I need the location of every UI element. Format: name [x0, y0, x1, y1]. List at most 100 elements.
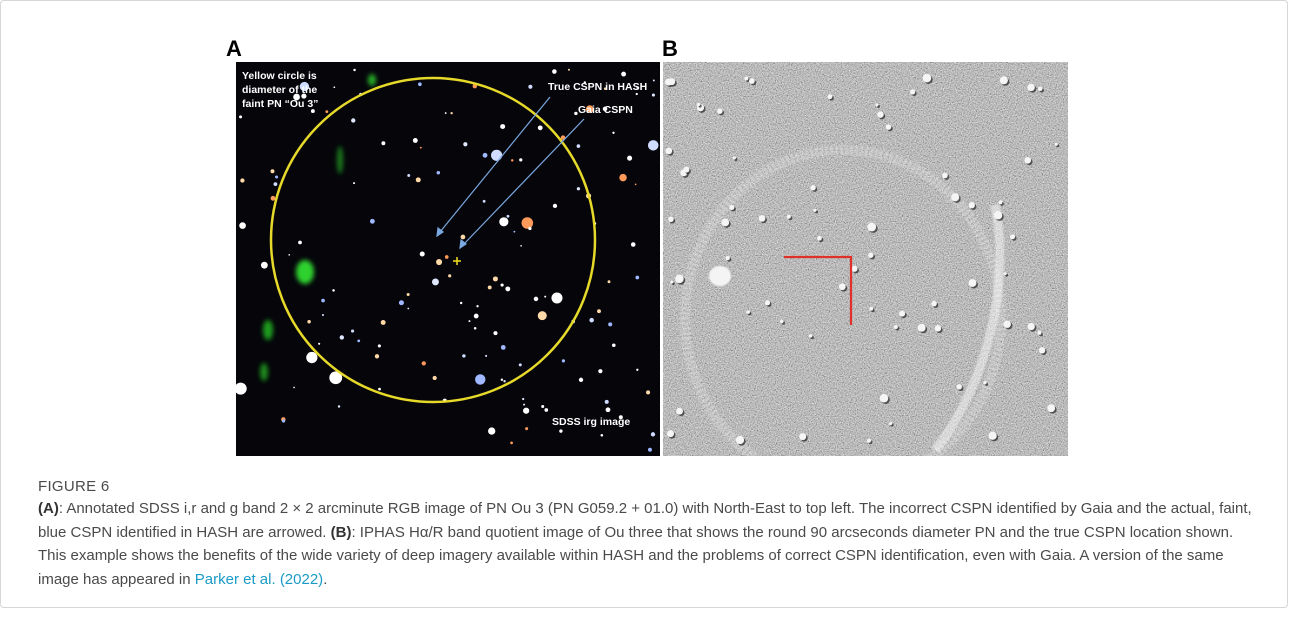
star	[493, 276, 498, 281]
star	[437, 171, 440, 174]
star	[817, 236, 822, 241]
annotation: True CSPN in HASH	[548, 81, 647, 93]
star	[568, 69, 570, 71]
star	[511, 159, 513, 161]
panel-a-image: Yellow circle is diameter of the faint P…	[235, 62, 660, 456]
star	[799, 433, 806, 440]
star	[420, 251, 425, 256]
star	[275, 175, 278, 178]
star	[519, 158, 522, 161]
star	[608, 280, 611, 283]
star	[522, 398, 524, 400]
star	[651, 432, 655, 436]
annotation: diameter of the	[242, 84, 317, 96]
star	[261, 262, 268, 269]
star	[399, 300, 404, 305]
star	[809, 334, 813, 338]
star	[273, 182, 277, 186]
star	[510, 442, 513, 445]
star	[969, 202, 975, 208]
annotation: Gaia CSPN	[578, 104, 633, 116]
star	[994, 211, 1002, 219]
star	[370, 219, 375, 224]
star	[416, 177, 421, 182]
star	[513, 231, 515, 233]
star	[627, 156, 632, 161]
star	[942, 173, 948, 179]
star	[670, 281, 673, 284]
star	[787, 215, 791, 219]
star	[271, 196, 276, 201]
star	[475, 374, 485, 384]
star	[733, 156, 736, 159]
star	[605, 400, 609, 404]
star	[235, 383, 247, 395]
star	[407, 308, 409, 310]
star	[931, 301, 936, 306]
star	[839, 283, 846, 290]
star	[683, 167, 689, 173]
page: {"figure": { "panel_a": {"label": "A", "…	[0, 0, 1290, 620]
star	[500, 124, 505, 129]
star	[544, 296, 546, 298]
citation-link[interactable]: Parker et al. (2022)	[195, 571, 323, 588]
star	[381, 141, 385, 145]
star	[736, 436, 744, 444]
annotation: faint PN “Ou 3”	[242, 98, 318, 110]
star	[293, 387, 295, 389]
star	[608, 322, 612, 326]
star	[271, 169, 275, 173]
star	[1028, 323, 1035, 330]
star	[413, 138, 418, 143]
star	[598, 369, 602, 373]
star	[577, 144, 581, 148]
figure-panels: A B Yellow circle is diameter of the fai…	[0, 0, 1290, 470]
star	[528, 85, 532, 89]
star	[880, 394, 888, 402]
star	[665, 147, 672, 154]
star	[357, 339, 360, 342]
star	[869, 307, 873, 311]
star	[239, 115, 242, 118]
star	[522, 217, 534, 229]
star	[485, 355, 487, 357]
caption-ref: (B)	[331, 524, 352, 541]
star	[597, 309, 601, 313]
star	[726, 256, 730, 260]
star	[1039, 347, 1045, 353]
star	[759, 215, 766, 222]
star	[538, 125, 543, 130]
star	[378, 344, 381, 347]
star	[340, 335, 344, 339]
star	[321, 299, 325, 303]
star	[240, 178, 244, 182]
star	[541, 405, 544, 408]
panel-label: A	[226, 36, 242, 61]
star	[721, 219, 729, 227]
star	[969, 279, 977, 287]
star	[894, 325, 898, 329]
bright-star	[709, 266, 731, 286]
star	[333, 86, 335, 88]
star	[463, 142, 467, 146]
star	[488, 285, 492, 289]
star	[889, 422, 892, 425]
star	[886, 124, 892, 130]
star	[648, 448, 652, 452]
star	[552, 69, 557, 74]
star	[307, 320, 310, 323]
star	[746, 310, 750, 314]
star	[653, 79, 655, 81]
star	[462, 354, 465, 357]
star	[562, 359, 565, 362]
star	[468, 320, 470, 322]
star	[1003, 320, 1010, 327]
star	[375, 354, 379, 358]
star	[353, 69, 355, 71]
star	[501, 379, 503, 381]
star	[1038, 87, 1042, 91]
star	[631, 242, 636, 247]
star	[1004, 272, 1007, 275]
star	[899, 311, 905, 317]
star	[744, 77, 748, 81]
